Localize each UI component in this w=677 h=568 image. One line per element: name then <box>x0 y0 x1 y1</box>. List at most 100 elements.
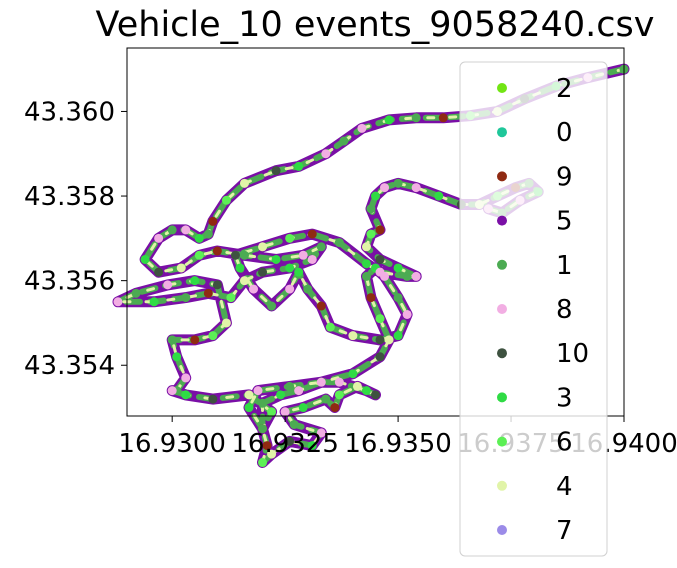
track-point <box>244 390 254 400</box>
track-point <box>402 309 412 319</box>
track-point <box>334 390 344 400</box>
x-tick-label: 16.9350 <box>344 429 452 459</box>
x-tick-label: 16.9325 <box>231 429 339 459</box>
y-tick-label: 43.358 <box>24 182 115 212</box>
track-point <box>366 293 376 303</box>
track-point <box>258 398 268 408</box>
track-point <box>334 238 344 248</box>
legend-marker-5 <box>497 215 507 226</box>
track-point <box>262 441 272 451</box>
track-point <box>411 113 421 123</box>
track-point <box>212 280 222 290</box>
track-point <box>434 191 444 201</box>
legend-label-2: 2 <box>556 74 573 104</box>
track-point <box>167 225 177 235</box>
track-point <box>212 246 222 256</box>
track-point <box>285 233 295 243</box>
track-point <box>380 183 390 193</box>
legend-label-1: 1 <box>556 251 573 281</box>
track-point <box>366 229 376 239</box>
legend-label-7: 7 <box>556 516 573 546</box>
chart-title: Vehicle_10 events_9058240.csv <box>96 5 655 45</box>
track-point <box>361 271 371 281</box>
legend-label-4: 4 <box>556 472 573 502</box>
track-point <box>285 436 295 446</box>
legend: 2 0 9 5 1 8 10 3 6 4 7 <box>459 61 608 557</box>
track-point <box>411 271 421 281</box>
track-point <box>294 386 304 396</box>
legend-marker-6 <box>497 436 507 447</box>
track-point <box>298 250 308 260</box>
track-point <box>375 314 385 324</box>
track-point <box>167 386 177 396</box>
track-point <box>113 297 123 307</box>
track-point <box>375 225 385 235</box>
track-point <box>384 335 394 345</box>
track-point <box>334 377 344 387</box>
track-point <box>375 254 385 264</box>
track-point <box>226 293 236 303</box>
track-point <box>249 284 259 294</box>
plot-frame <box>126 47 625 417</box>
track-point <box>163 280 173 290</box>
track-point <box>221 195 231 205</box>
track-point <box>181 293 191 303</box>
track-point <box>352 381 362 391</box>
track-point <box>190 276 200 286</box>
track-point <box>271 254 281 264</box>
legend-label-9: 9 <box>556 162 573 192</box>
track-point <box>267 449 277 459</box>
legend-label-3: 3 <box>556 383 573 413</box>
track-point <box>194 233 204 243</box>
track-point <box>285 284 295 294</box>
track-point <box>393 293 403 303</box>
legend-marker-0 <box>497 127 507 138</box>
track-point <box>235 263 245 273</box>
track-point <box>325 322 335 332</box>
track-point <box>176 263 186 273</box>
track-point <box>402 271 412 281</box>
track-point <box>239 178 249 188</box>
track-point <box>208 394 218 404</box>
legend-marker-9 <box>497 171 507 182</box>
track-point <box>393 331 403 341</box>
track-point <box>438 113 448 123</box>
track-point <box>298 403 308 413</box>
legend-label-5: 5 <box>556 207 573 237</box>
track-point <box>316 301 326 311</box>
track-point <box>244 403 254 413</box>
track-point <box>330 403 340 413</box>
track-point <box>239 250 249 260</box>
legend-marker-7 <box>497 525 507 535</box>
track-point <box>316 242 326 252</box>
track-point <box>321 394 331 404</box>
track-point <box>181 373 191 383</box>
track-point <box>375 335 385 345</box>
legend-label-6: 6 <box>556 428 573 458</box>
track-point <box>366 204 376 214</box>
track-point <box>307 441 317 451</box>
track-point <box>371 390 380 400</box>
track-point <box>289 419 299 429</box>
track-point <box>316 428 326 438</box>
legend-marker-10 <box>497 348 507 359</box>
track-point <box>258 458 268 468</box>
track-point <box>361 386 371 396</box>
y-tick-label: 43.356 <box>24 267 115 297</box>
track-point <box>149 297 159 307</box>
y-tick-label: 43.360 <box>24 97 115 127</box>
legend-box <box>459 61 608 557</box>
track-point <box>181 225 191 235</box>
track-point <box>167 335 177 345</box>
track-point <box>294 161 304 171</box>
legend-marker-1 <box>497 259 507 270</box>
track-point <box>258 424 268 434</box>
legend-marker-2 <box>497 83 507 93</box>
track-point <box>348 331 358 341</box>
track-point <box>190 335 200 345</box>
legend-label-0: 0 <box>556 118 573 148</box>
track-point <box>203 288 213 298</box>
track-point <box>271 166 281 176</box>
track-point <box>140 254 150 264</box>
